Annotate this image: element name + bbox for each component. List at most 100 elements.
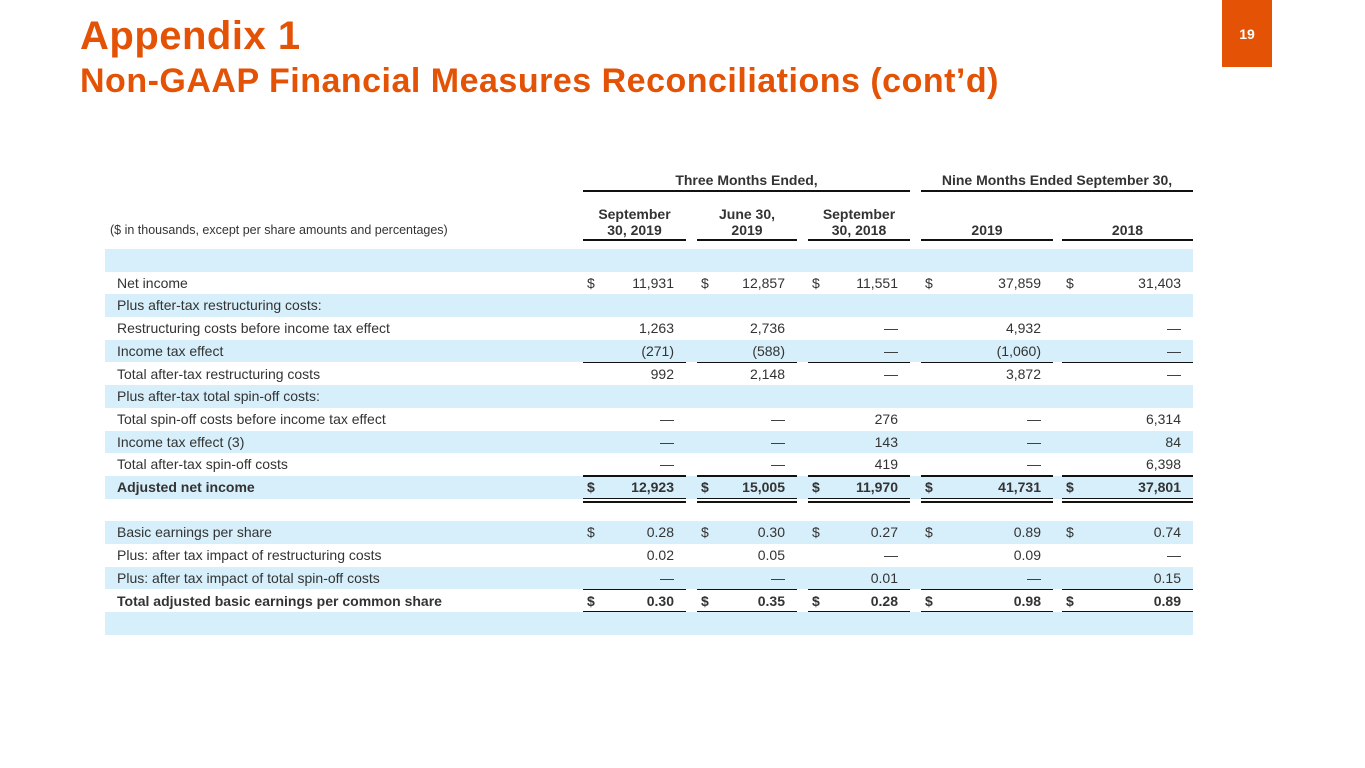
cell-value: 6,398 <box>1145 456 1181 473</box>
sum-rule <box>921 588 1053 590</box>
cell-value: 0.28 <box>646 524 674 541</box>
double-rule <box>583 497 686 500</box>
currency-symbol: $ <box>1066 274 1074 291</box>
column-header: September <box>822 206 896 222</box>
column-header: 2019 <box>971 222 1003 238</box>
cell-value: 11,931 <box>632 274 674 291</box>
currency-symbol: $ <box>925 274 933 291</box>
row-label: Total adjusted basic earnings per common… <box>117 592 442 609</box>
title: Appendix 1 <box>80 14 301 58</box>
double-rule <box>697 611 797 613</box>
sum-rule <box>697 588 797 590</box>
double-rule <box>583 501 686 503</box>
column-rule <box>583 239 686 241</box>
row-band <box>105 249 1193 272</box>
cell-value: — <box>1027 433 1041 450</box>
cell-value: 276 <box>874 410 898 427</box>
cell-value: 0.35 <box>757 592 785 609</box>
cell-value: 6,314 <box>1145 410 1181 427</box>
cell-value: — <box>1167 342 1181 359</box>
column-header: 2019 <box>731 222 763 238</box>
row-band <box>105 476 1193 499</box>
cell-value: — <box>660 410 674 427</box>
currency-symbol: $ <box>812 592 820 609</box>
double-rule <box>697 497 797 500</box>
sum-rule <box>697 475 797 477</box>
cell-value: (588) <box>752 342 785 359</box>
row-band <box>105 612 1193 635</box>
row-label: Total spin-off costs before income tax e… <box>117 410 386 427</box>
cell-value: 41,731 <box>998 479 1041 495</box>
cell-value: 11,551 <box>856 274 898 291</box>
row-band <box>105 521 1193 545</box>
cell-value: 12,923 <box>631 479 674 495</box>
cell-value: — <box>771 410 785 427</box>
column-header: June 30, <box>718 206 776 222</box>
cell-value: 0.30 <box>646 592 674 609</box>
cell-value: 0.05 <box>757 547 785 564</box>
row-band <box>105 385 1193 408</box>
cell-value: 0.28 <box>870 592 898 609</box>
column-rule <box>921 239 1053 241</box>
unit-note: ($ in thousands, except per share amount… <box>110 223 448 237</box>
double-rule <box>1062 501 1193 503</box>
cell-value: — <box>771 569 785 586</box>
column-header: September <box>598 206 671 222</box>
double-rule <box>583 611 686 613</box>
row-label: Restructuring costs before income tax ef… <box>117 320 390 337</box>
currency-symbol: $ <box>701 524 709 541</box>
row-label: Plus after-tax total spin-off costs: <box>117 388 320 405</box>
cell-value: 0.01 <box>870 569 898 586</box>
currency-symbol: $ <box>587 592 595 609</box>
cell-value: 37,859 <box>998 274 1041 291</box>
row-label: Income tax effect <box>117 342 224 359</box>
currency-symbol: $ <box>587 479 595 495</box>
sum-rule <box>583 588 686 590</box>
row-label: Plus: after tax impact of restructuring … <box>117 547 382 564</box>
cell-value: (271) <box>641 342 674 359</box>
group-rule <box>583 190 910 192</box>
row-label: Net income <box>117 274 188 291</box>
column-rule <box>697 239 797 241</box>
sum-rule <box>808 361 910 363</box>
cell-value: — <box>1167 547 1181 564</box>
row-label: Adjusted net income <box>117 479 255 495</box>
cell-value: 37,801 <box>1138 479 1181 495</box>
cell-value: 0.02 <box>646 547 674 564</box>
currency-symbol: $ <box>1066 592 1074 609</box>
currency-symbol: $ <box>587 524 595 541</box>
sum-rule <box>1062 588 1193 590</box>
cell-value: 2,736 <box>749 320 785 337</box>
double-rule <box>921 497 1053 500</box>
sum-rule <box>583 361 686 363</box>
column-rule <box>808 239 910 241</box>
cell-value: — <box>660 569 674 586</box>
cell-value: — <box>884 365 898 382</box>
cell-value: — <box>660 456 674 473</box>
row-band <box>105 339 1193 363</box>
row-band <box>105 566 1193 590</box>
row-label: Total after-tax spin-off costs <box>117 456 288 473</box>
double-rule <box>1062 497 1193 500</box>
row-label: Basic earnings per share <box>117 524 272 541</box>
sum-rule <box>697 361 797 363</box>
cell-value: — <box>884 342 898 359</box>
cell-value: — <box>1027 456 1041 473</box>
column-header: 30, 2018 <box>831 222 887 238</box>
sum-rule <box>1062 475 1193 477</box>
cell-value: 419 <box>874 456 898 473</box>
cell-value: (1,060) <box>996 342 1041 359</box>
double-rule <box>921 611 1053 613</box>
page-number: 19 <box>1222 0 1272 67</box>
double-rule <box>921 501 1053 503</box>
currency-symbol: $ <box>925 592 933 609</box>
group-header: Nine Months Ended September 30, <box>941 172 1173 188</box>
double-rule <box>697 501 797 503</box>
group-rule <box>921 190 1193 192</box>
cell-value: 12,857 <box>742 274 785 291</box>
cell-value: — <box>771 433 785 450</box>
row-band <box>105 430 1193 454</box>
currency-symbol: $ <box>1066 479 1074 495</box>
cell-value: 143 <box>874 433 898 450</box>
cell-value: 11,970 <box>855 479 898 495</box>
